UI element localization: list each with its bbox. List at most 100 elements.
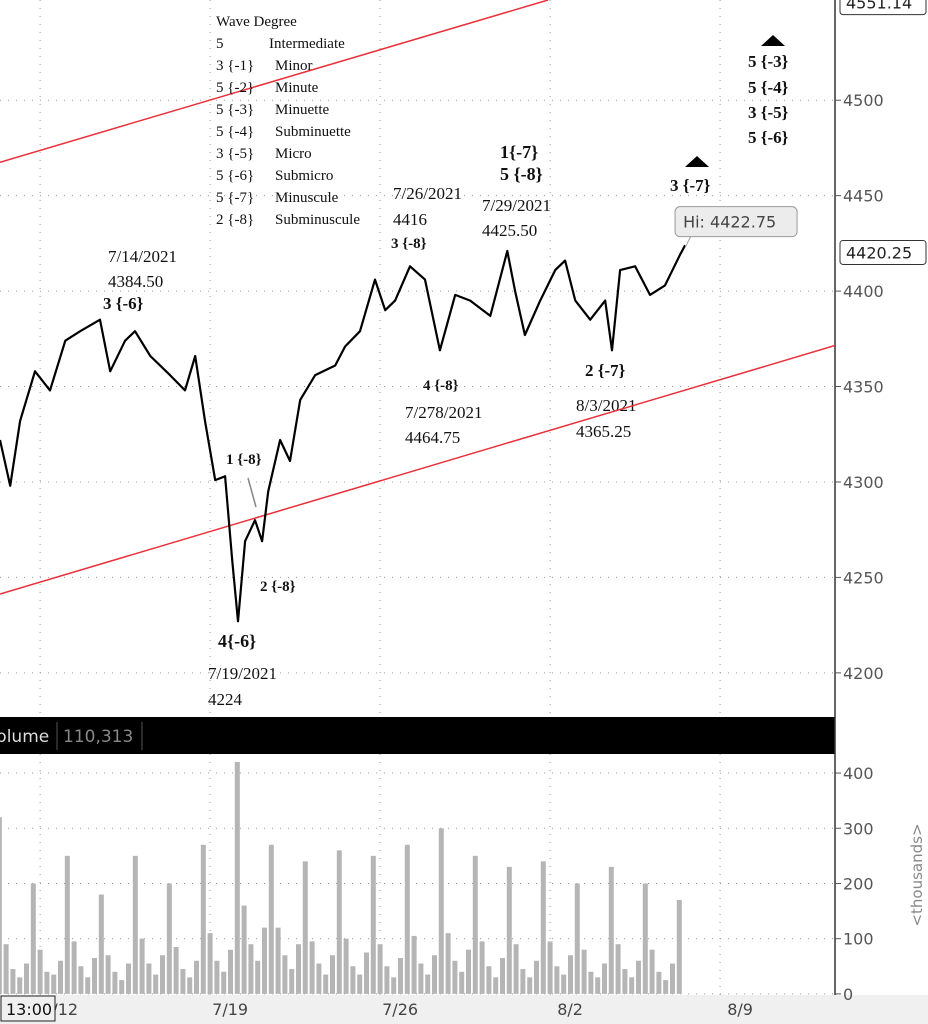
price-panel [0,0,835,716]
x-axis-band [0,995,928,1024]
volume-bar [533,960,539,994]
x-tick-label: 8/2 [557,1000,583,1019]
price-label: 4551.14 [846,0,912,13]
volume-bar [221,971,227,994]
volume-bar [200,844,206,994]
legend-name: Minuscule [275,190,339,206]
volume-bar [445,933,451,994]
volume-bar [207,933,213,994]
volume-panel [0,754,835,995]
x-tick-label: 8/9 [727,1000,753,1019]
volume-bar [404,844,410,994]
legend-name: Micro [275,146,312,162]
volume-bar [336,850,342,994]
volume-bar [411,935,417,994]
volume-bar [452,960,458,994]
volume-bar [493,977,499,994]
volume-header [0,717,835,754]
annotation: 5 {-3} [748,52,789,71]
annotation: 7/278/2021 [405,403,482,422]
volume-bar [64,855,70,994]
y-tick-label: 4450 [843,187,884,206]
volume-bar [255,960,261,994]
volume-bar [364,952,370,994]
volume-bar [85,977,91,994]
volume-bar [343,938,349,994]
volume-bar [58,960,64,994]
legend-degree: 3 {-5} [216,146,254,162]
volume-bar [574,883,580,994]
y-tick-label: 100 [843,930,874,949]
legend-degree: 5 {-6} [216,168,254,184]
volume-bar [520,969,526,994]
volume-bar [10,969,16,994]
legend-name: Subminuscule [275,212,360,228]
price-line [0,244,687,623]
volume-bar [357,974,363,994]
volume-bar [234,762,240,994]
volume-bar [588,971,594,994]
volume-bar [30,883,36,994]
annotation: 4365.25 [576,422,631,441]
y-tick-label: 0 [843,985,853,1004]
volume-bar [126,963,132,994]
y-tick-label: 300 [843,819,874,838]
volume-bar [51,974,57,994]
legend-degree: 5 {-2} [216,80,254,96]
volume-bar [595,977,601,994]
volume-bar [384,966,390,994]
y-tick-label: 4300 [843,473,884,492]
y-tick-label: 4200 [843,664,884,683]
volume-bar [228,949,234,994]
volume-bar [527,977,533,994]
volume-bar [71,941,77,994]
wave-marker [685,156,709,167]
legend-degree: 3 {-1} [216,58,254,74]
volume-bar [506,866,512,994]
price-box [839,0,927,16]
volume-bar [153,974,159,994]
volume-bar [194,960,200,994]
volume-bar [268,844,274,994]
volume-bar [540,861,546,994]
x-tick-label: 7/19 [212,1000,248,1019]
volume-bar [44,971,50,994]
annotation: 5 {-6} [748,128,789,147]
volume-bar [567,955,573,994]
y-tick-label: 4500 [843,91,884,110]
annotation: 4416 [393,210,427,229]
annotation: 2 {-8} [260,579,296,595]
volume-bar [656,971,662,994]
annotation: 4 {-8} [423,378,459,394]
volume-bar [302,861,308,994]
volume-bar [180,969,186,994]
volume-bar [3,944,9,994]
volume-bar [166,883,172,994]
annotation: 4{-6} [218,631,256,651]
hi-box [674,206,798,238]
annotation: 4464.75 [405,428,460,447]
trendline [0,344,835,595]
annotation: 3 {-5} [748,103,789,122]
annotation: 4384.50 [108,272,163,291]
volume-bar [676,900,682,994]
volume-bar [37,949,43,994]
legend-title: Wave Degree [216,14,297,30]
annotation: 3 {-6} [103,294,144,313]
legend-name: Submicro [275,168,333,184]
volume-bar [119,980,125,994]
hi-label: Hi: 4422.75 [683,213,776,232]
volume-bar [17,977,23,994]
volume-bar [78,966,84,994]
volume-bar [187,977,193,994]
y-tick-label: 4250 [843,568,884,587]
volume-bar [309,941,315,994]
volume-bar [92,958,98,994]
volume-bar [649,949,655,994]
volume-bar [459,971,465,994]
price-label: 4420.25 [846,243,912,262]
annotation: 7/29/2021 [482,196,551,215]
volume-bar [262,927,268,994]
